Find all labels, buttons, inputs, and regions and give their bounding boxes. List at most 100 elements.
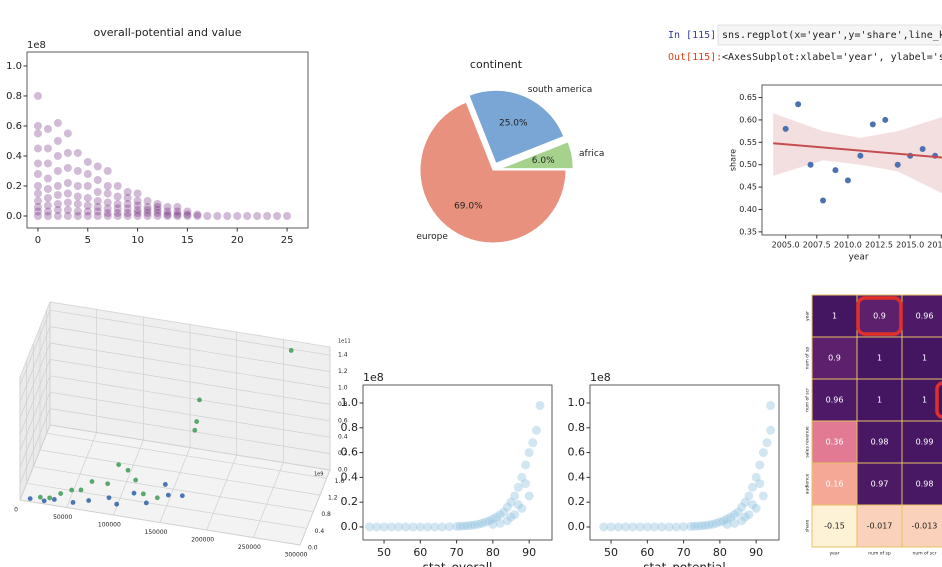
grid-line xyxy=(46,432,327,479)
axes-frame xyxy=(362,384,553,541)
scatter-point xyxy=(521,479,531,489)
x-axis-label: stat_overall xyxy=(423,561,493,567)
scatter-point xyxy=(113,181,122,190)
scatter-point xyxy=(755,479,765,489)
scatter-point xyxy=(73,166,82,175)
y-tick-label: 0.2 xyxy=(6,181,22,192)
scatter-point xyxy=(83,157,92,166)
scatter-point xyxy=(73,199,82,208)
slice-label: south america xyxy=(528,85,592,95)
y-tick-label: 1.6 xyxy=(335,478,345,485)
cell-label: 0.9 xyxy=(828,354,841,363)
scatter-point xyxy=(679,522,689,532)
scatter-point xyxy=(223,211,232,220)
scatter-point xyxy=(143,202,152,211)
scatter-point xyxy=(173,202,182,211)
in-prompt: In [115]: xyxy=(668,30,722,41)
scatter-point xyxy=(93,162,102,171)
x-tick-label: 70 xyxy=(677,546,691,559)
y-tick-label: 0.35 xyxy=(739,227,757,236)
x-tick-label: 50 xyxy=(604,546,618,559)
scatter-point xyxy=(69,487,75,493)
scatter-point xyxy=(53,199,62,208)
heatmap-cell xyxy=(856,462,903,506)
scatter-point xyxy=(807,161,814,168)
grid-line xyxy=(49,391,331,438)
highlight-box xyxy=(856,296,903,336)
grid-line xyxy=(159,447,191,523)
scatter-point xyxy=(103,208,112,217)
chart-title: overall-potential and value xyxy=(93,26,241,39)
scatter-point xyxy=(197,397,202,403)
x-tick-label: 80 xyxy=(713,546,727,559)
x-tick-label: 2007.5 xyxy=(803,241,831,250)
grid-line xyxy=(19,359,51,435)
scatter-point xyxy=(123,199,132,208)
y-tick-label: 0.45 xyxy=(739,183,757,192)
scatter-point xyxy=(153,211,162,220)
cell-label: 0.96 xyxy=(826,396,844,405)
scatter-point xyxy=(73,211,82,220)
scatter-point xyxy=(517,503,527,513)
scatter-point xyxy=(193,210,202,219)
grid-line xyxy=(33,466,314,513)
scatter-point xyxy=(506,512,516,522)
heatmap-cell xyxy=(856,336,903,380)
heatmap-cell xyxy=(901,294,942,338)
grid-line xyxy=(253,462,284,538)
scatter-point xyxy=(488,520,498,529)
scatter-point xyxy=(740,512,750,522)
scatter-point xyxy=(163,202,172,211)
scatter-point xyxy=(470,520,480,530)
scatter-point xyxy=(43,124,52,133)
x-tick-label: 90 xyxy=(522,546,536,559)
scatter-point xyxy=(73,148,82,157)
scatter-point xyxy=(737,502,747,512)
cell-label: 0.96 xyxy=(916,312,934,321)
scatter-point xyxy=(452,521,462,531)
scatter-point xyxy=(365,522,375,532)
scatter-point xyxy=(844,177,851,184)
scatter-point xyxy=(53,190,62,199)
scatter-point xyxy=(41,498,47,504)
scatter-point xyxy=(43,144,52,153)
scatter-point xyxy=(113,208,122,217)
y-tick-label: 0.6 xyxy=(568,446,586,459)
scatter-point xyxy=(621,522,631,532)
scatter-point xyxy=(133,208,142,217)
scatter-point xyxy=(657,522,667,532)
scatter-point xyxy=(153,205,162,214)
scatter-point xyxy=(73,192,82,201)
column-label: num of sp xyxy=(868,551,891,557)
scatter-point xyxy=(686,521,696,531)
heatmap-cell xyxy=(811,504,858,548)
scatter-point xyxy=(47,495,53,501)
scatter-point xyxy=(193,211,202,220)
percent-label: 25.0% xyxy=(499,119,528,129)
scatter-point xyxy=(722,520,732,529)
scatter-point xyxy=(628,522,638,532)
scatter-point xyxy=(722,514,732,524)
x-tick-label: 20 xyxy=(231,235,244,246)
scatter-point xyxy=(103,204,112,213)
scatter-point xyxy=(83,193,92,202)
cell-label: 0.98 xyxy=(871,438,889,447)
scatter-point xyxy=(869,121,876,128)
cell-label: 0.97 xyxy=(871,480,889,489)
scatter-point xyxy=(123,204,132,213)
z-tick-label: 0.6 xyxy=(338,417,348,424)
scatter-point xyxy=(729,510,739,520)
scatter-point xyxy=(43,184,52,193)
z-tick-label: 0.0 xyxy=(338,467,348,474)
scatter-point xyxy=(140,491,146,497)
scatter-point xyxy=(163,207,172,216)
x-axis-label: year xyxy=(848,253,868,263)
heatmap-cell xyxy=(901,504,942,548)
scatter-point xyxy=(495,510,505,520)
scatter-point xyxy=(103,189,112,198)
scatter-point xyxy=(697,521,707,531)
scatter-point xyxy=(782,125,789,132)
percent-label: 6.0% xyxy=(532,156,555,166)
scatter-point xyxy=(473,519,483,529)
